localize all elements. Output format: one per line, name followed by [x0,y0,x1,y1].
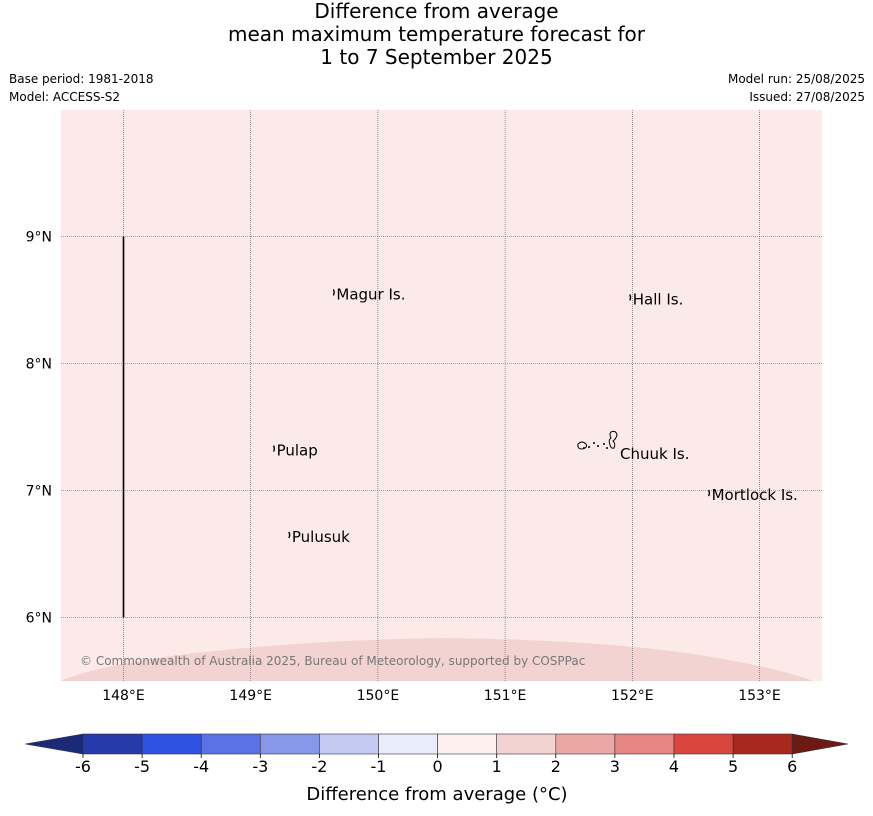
colorbar-tick-label: 2 [551,757,561,776]
chuuk-islet [606,447,608,449]
colorbar-tick-label: 1 [492,757,502,776]
meta-left: Base period: 1981-2018 Model: ACCESS-S2 [9,70,154,106]
lon-tick-label: 149°E [229,688,272,704]
place-label: Chuuk Is. [620,445,689,463]
title-line-2: mean maximum temperature forecast for [227,22,645,46]
anomaly-field-band [61,638,822,681]
lat-tick-label: 7°N [26,484,52,500]
colorbar: -6 -5 -4 -3 -2 -1 0 1 2 3 4 5 6 Difference from avera… [24,733,849,805]
lon-tick-label: 151°E [484,688,527,704]
lon-tick-label: 150°E [357,688,400,704]
colorbar-segment [319,733,379,755]
chuuk-islet [603,443,605,445]
place-label: Pulap [277,442,318,460]
island-outline [288,531,291,539]
place-chuuk-is: Chuuk Is. [577,430,689,463]
map-title: Difference from average mean maximum tem… [0,0,873,69]
chuuk-islet [597,445,599,447]
place-label: Pulusuk [292,528,350,546]
colorbar-over-arrow [791,733,849,755]
issued-text: Issued: 27/08/2025 [749,90,865,104]
colorbar-tick-label: 6 [787,757,797,776]
colorbar-segment [82,733,143,755]
colorbar-segment [673,733,734,755]
place-label: Hall Is. [633,290,684,308]
lon-tick-label: 153°E [738,688,781,704]
title-line-3: 1 to 7 September 2025 [320,45,553,69]
map-plot-area: Magur Is. Hall Is. Pulap Chuuk Is. Mortlock … [61,110,822,681]
place-hall-is: Hall Is. [629,290,684,308]
island-outline [707,489,711,497]
lat-tick-label: 6°N [26,611,52,627]
map-axes: 148°E 149°E 150°E 151°E 152°E 153°E 9°N 8°N 7°N 6… [26,230,781,705]
place-pulap: Pulap [272,442,318,460]
place-mortlock-is: Mortlock Is. [707,486,798,504]
model-run-text: Model run: 25/08/2025 [727,72,865,86]
colorbar-tick-label: 3 [610,757,620,776]
model-text: Model: ACCESS-S2 [9,90,121,104]
title-line-1: Difference from average [314,0,559,23]
colorbar-segment [200,733,261,755]
colorbar-segment [496,733,557,755]
anomaly-field-background [61,110,822,681]
chuuk-island-outline [577,441,587,450]
colorbar-tick-label: -4 [193,757,209,776]
colorbar-segment [259,733,320,755]
copyright-text: © Commonwealth of Australia 2025, Bureau… [80,654,585,668]
colorbar-segment [614,733,675,755]
colorbar-tick-label: -6 [75,757,91,776]
chuuk-islet [583,447,585,449]
lat-tick-label: 8°N [26,357,52,373]
chuuk-islet [593,442,595,444]
colorbar-segment [732,733,793,755]
place-pulusuk: Pulusuk [288,528,350,546]
colorbar-tick-label: -3 [252,757,268,776]
place-label: Magur Is. [336,285,405,303]
colorbar-segment [437,733,498,755]
colorbar-tick-label: -5 [134,757,150,776]
chuuk-islet [588,446,590,448]
colorbar-tick-label: 4 [669,757,679,776]
colorbar-title: Difference from average (°C) [306,784,567,805]
colorbar-tick-label: -2 [311,757,327,776]
lon-tick-label: 148°E [102,688,145,704]
lat-tick-label: 9°N [26,230,52,246]
colorbar-segment [378,733,438,755]
meta-right: Model run: 25/08/2025 Issued: 27/08/2025 [728,70,865,106]
island-outline [332,289,335,296]
colorbar-tick-label: 5 [728,757,738,776]
base-period-text: Base period: 1981-2018 [9,72,154,86]
island-outline [272,445,276,452]
colorbar-segment [555,733,616,755]
place-label: Mortlock Is. [712,486,798,504]
lon-tick-label: 152°E [611,688,654,704]
colorbar-tick-label: 0 [433,757,443,776]
colorbar-tick-label: -1 [371,757,387,776]
place-magur-is: Magur Is. [332,285,405,303]
colorbar-under-arrow [24,733,84,755]
island-outline [629,294,632,301]
colorbar-segment [141,733,202,755]
chuuk-island-outline [608,430,618,449]
